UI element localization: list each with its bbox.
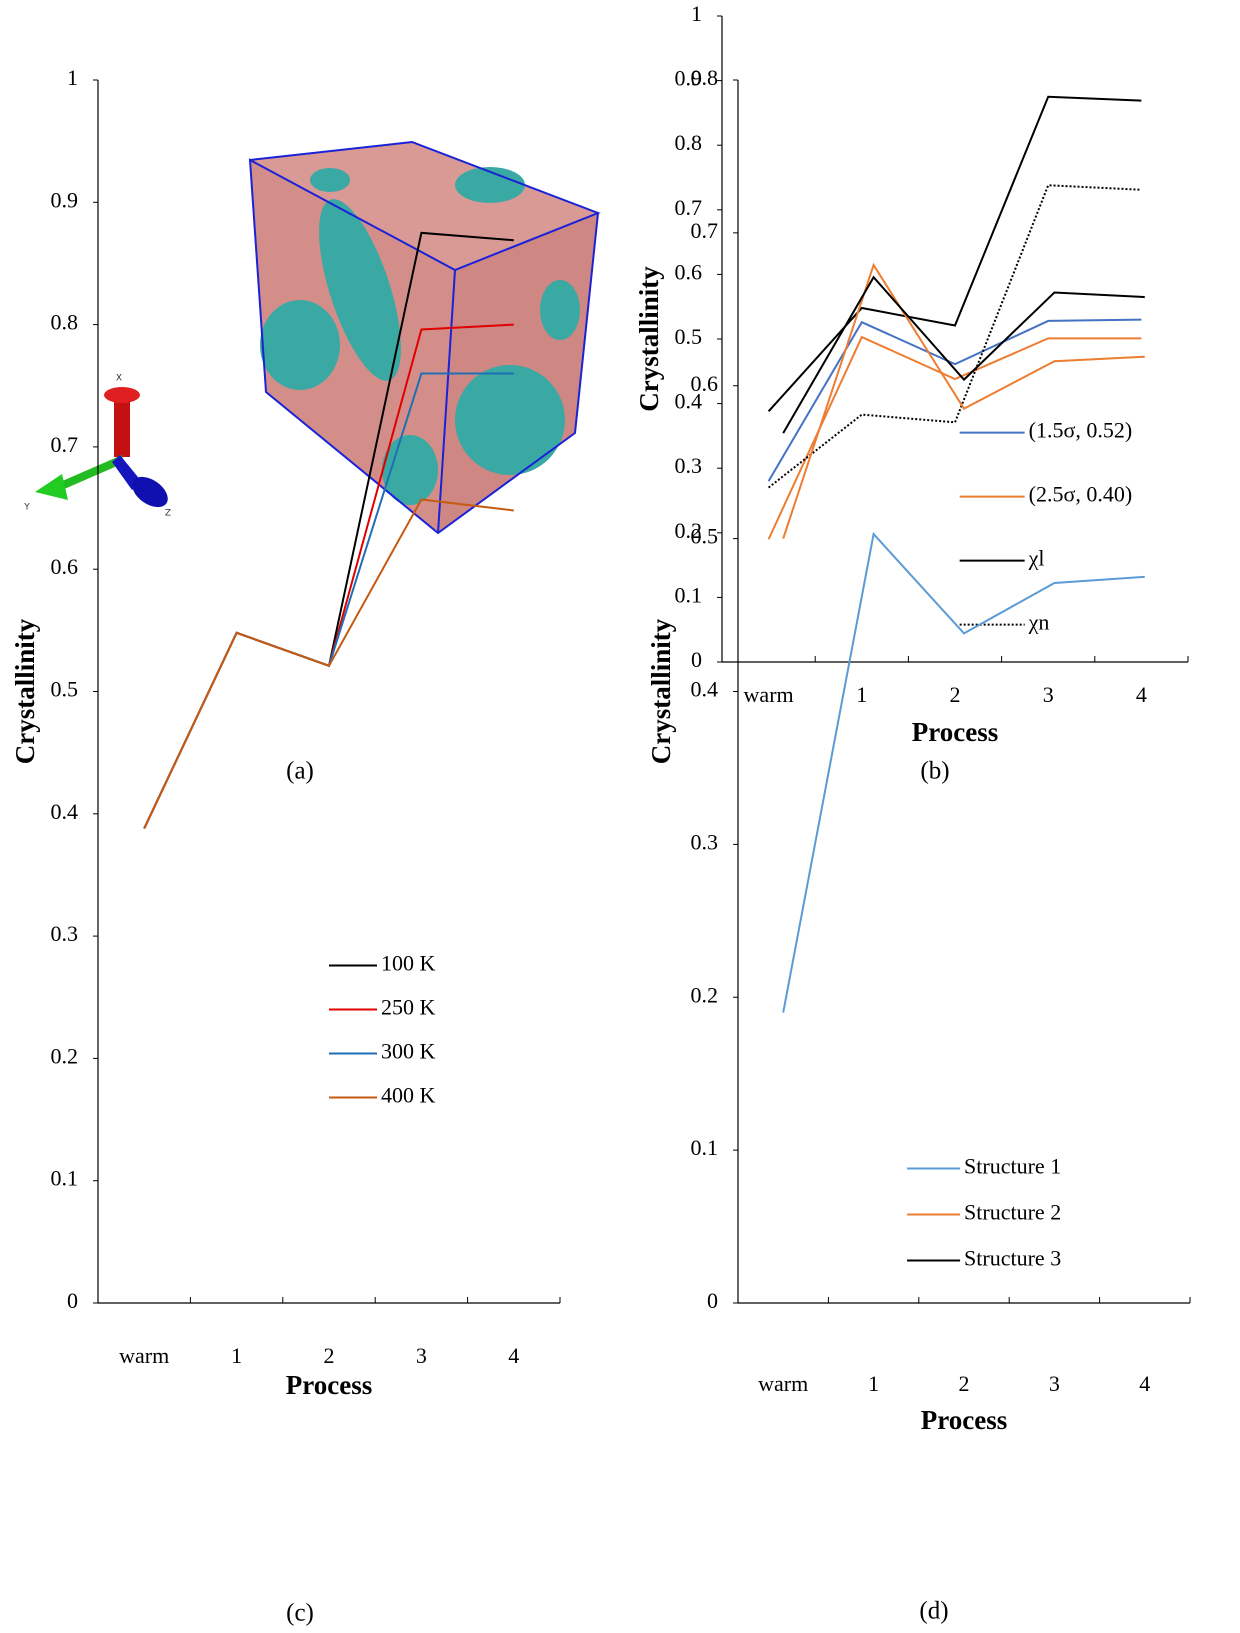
box-edges [248,140,601,535]
y-tick-label: 0.2 [691,982,719,1007]
series-line [767,184,1142,489]
legend-label: χn [1028,610,1050,635]
crystal-grain [455,167,525,203]
y-tick-label: 0.8 [691,65,719,90]
x-tick-label: 2 [959,1371,970,1396]
caption: (d) [919,1598,948,1625]
x-tick-label: 1 [231,1343,242,1368]
legend-label: Structure 2 [964,1200,1061,1225]
y-tick-label: 0.6 [675,259,703,284]
y-tick-label: 0.3 [675,453,703,478]
crystal-grain [540,280,580,340]
y-tick-label: 0.7 [51,432,79,457]
x-axis-title: Process [286,1370,372,1400]
simulation-render: X Y Z [23,140,601,535]
axis-label: X [116,374,122,384]
legend-label: 100 K [381,950,436,975]
legend-label: 250 K [381,994,436,1019]
axis-label: Z [165,509,171,519]
series-line [143,498,514,829]
x-tick-label: 3 [1049,1371,1060,1396]
x-tick-label: 2 [950,682,961,707]
series-line [767,95,1142,413]
y-tick-label: 1 [691,1,702,26]
y-tick-label: 0.9 [675,66,703,91]
x-tick-label: warm [119,1343,169,1368]
series-line [767,318,1142,482]
x-tick-label: 1 [856,682,867,707]
series-line [782,531,1145,1013]
x-tick-label: 4 [508,1343,519,1368]
y-tick-label: 0.2 [675,518,703,543]
crystal-grain [455,365,565,475]
y-tick-label: 0.5 [675,324,703,349]
crystal-grain [319,199,401,381]
x-axis-title: Process [912,717,998,747]
legend-label: 400 K [381,1082,436,1107]
series-line [767,335,1142,540]
legend-label: Structure 3 [964,1246,1061,1271]
x-axis-title: Process [921,1405,1007,1435]
y-axis-title: Crystallinity [10,618,40,764]
y-axis-title: Crystallinity [634,266,664,412]
legend-label: χl [1028,546,1045,571]
y-tick-label: 0.5 [691,524,719,549]
y-tick-label: 0.3 [691,829,719,854]
legend-label: Structure 1 [964,1154,1061,1179]
y-tick-label: 0.1 [675,582,703,607]
y-tick-label: 0.1 [51,1166,79,1191]
x-tick-label: warm [744,682,794,707]
y-tick-label: 0.3 [51,921,79,946]
legend-label: (2.5σ, 0.40) [1029,482,1133,507]
caption: (c) [286,1600,314,1627]
legend-label: 300 K [381,1038,436,1063]
axis-triad: X Y Z [23,374,171,519]
y-tick-label: 0.7 [675,195,703,220]
y-tick-label: 0 [691,647,702,672]
caption: (b) [920,758,949,785]
x-tick-label: 1 [868,1371,879,1396]
y-tick-label: 0.4 [51,799,79,824]
x-tick-label: 3 [1043,682,1054,707]
axis-label: Y [23,503,30,513]
series-line [782,262,1145,539]
y-tick-label: 0.4 [675,389,703,414]
y-tick-label: 0 [707,1288,718,1313]
x-tick-label: 4 [1139,1371,1150,1396]
crystal-grain [260,300,340,390]
y-tick-label: 0.9 [51,187,79,212]
y-tick-label: 0.6 [51,554,79,579]
x-tick-label: 2 [324,1343,335,1368]
y-tick-label: 0.7 [691,218,719,243]
legend-label: (1.5σ, 0.52) [1029,418,1133,443]
y-tick-label: 0.1 [691,1135,719,1160]
y-tick-label: 0.8 [675,130,703,155]
x-tick-label: 3 [416,1343,427,1368]
y-axis-title: Crystallinity [646,618,676,764]
caption: (a) [286,758,314,785]
x-tick-label: 4 [1136,682,1147,707]
x-tick-label: warm [758,1371,808,1396]
y-tick-label: 1 [67,65,78,90]
y-tick-label: 0.2 [51,1043,79,1068]
series-line [782,275,1145,434]
y-tick-label: 0 [67,1288,78,1313]
y-tick-label: 0.5 [51,677,79,702]
y-tick-label: 0.8 [51,310,79,335]
y-tick-label: 0.4 [691,677,719,702]
crystal-grain [310,168,350,192]
y-tick-label: 0.6 [691,371,719,396]
